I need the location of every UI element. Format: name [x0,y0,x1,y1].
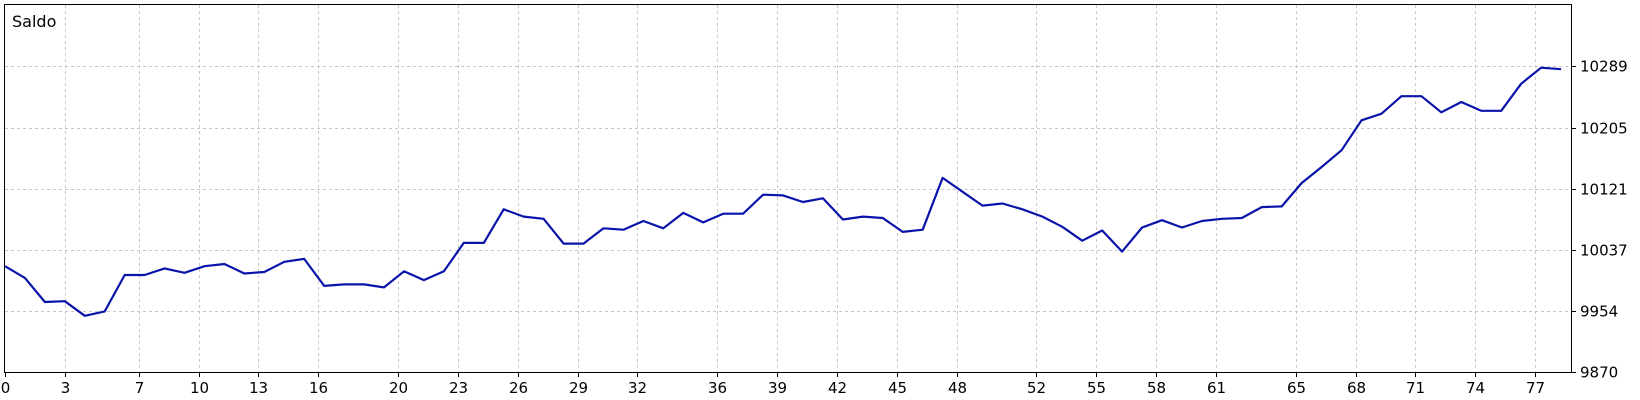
y-tick-label: 9870 [1580,364,1618,382]
y-tick-label: 10121 [1580,181,1628,199]
x-tick-label: 58 [1147,379,1166,397]
y-axis-ticks: 9870 9954 10037 10121 10205 10289 [1571,58,1628,382]
x-tick-label: 16 [309,379,328,397]
series-layer [4,66,1562,317]
balance-series-line [4,66,1562,317]
x-tick-label: 45 [888,379,907,397]
x-tick-label: 61 [1207,379,1226,397]
y-tick-label: 10289 [1580,58,1628,76]
x-tick-label: 7 [135,379,145,397]
y-tick-label: 10037 [1580,242,1628,260]
y-tick-label: 9954 [1580,303,1618,321]
x-tick-label: 36 [708,379,727,397]
x-tick-label: 20 [389,379,408,397]
plot-frame [4,4,1572,373]
x-tick-label: 77 [1526,379,1545,397]
x-tick-label: 10 [190,379,209,397]
x-tick-label: 65 [1287,379,1306,397]
x-tick-label: 68 [1347,379,1366,397]
x-tick-label: 55 [1087,379,1106,397]
x-tick-label: 3 [61,379,71,397]
y-tick-label: 10205 [1580,120,1628,138]
x-tick-label: 13 [249,379,268,397]
x-tick-label: 52 [1027,379,1046,397]
x-tick-label: 39 [768,379,787,397]
x-tick-label: 42 [828,379,847,397]
x-tick-label: 32 [628,379,647,397]
x-tick-label: 26 [509,379,528,397]
x-tick-label: 74 [1466,379,1485,397]
grid-lines [5,5,1571,372]
x-tick-label: 29 [569,379,588,397]
x-axis-ticks: 0 3 7 10 13 16 20 23 26 29 32 36 39 42 45 48 52 55 58 61 65 6… [1,372,1545,397]
chart-title: Saldo [12,12,56,31]
x-tick-label: 48 [948,379,967,397]
x-tick-label: 23 [449,379,468,397]
x-tick-label: 0 [1,379,11,397]
x-tick-label: 71 [1406,379,1425,397]
